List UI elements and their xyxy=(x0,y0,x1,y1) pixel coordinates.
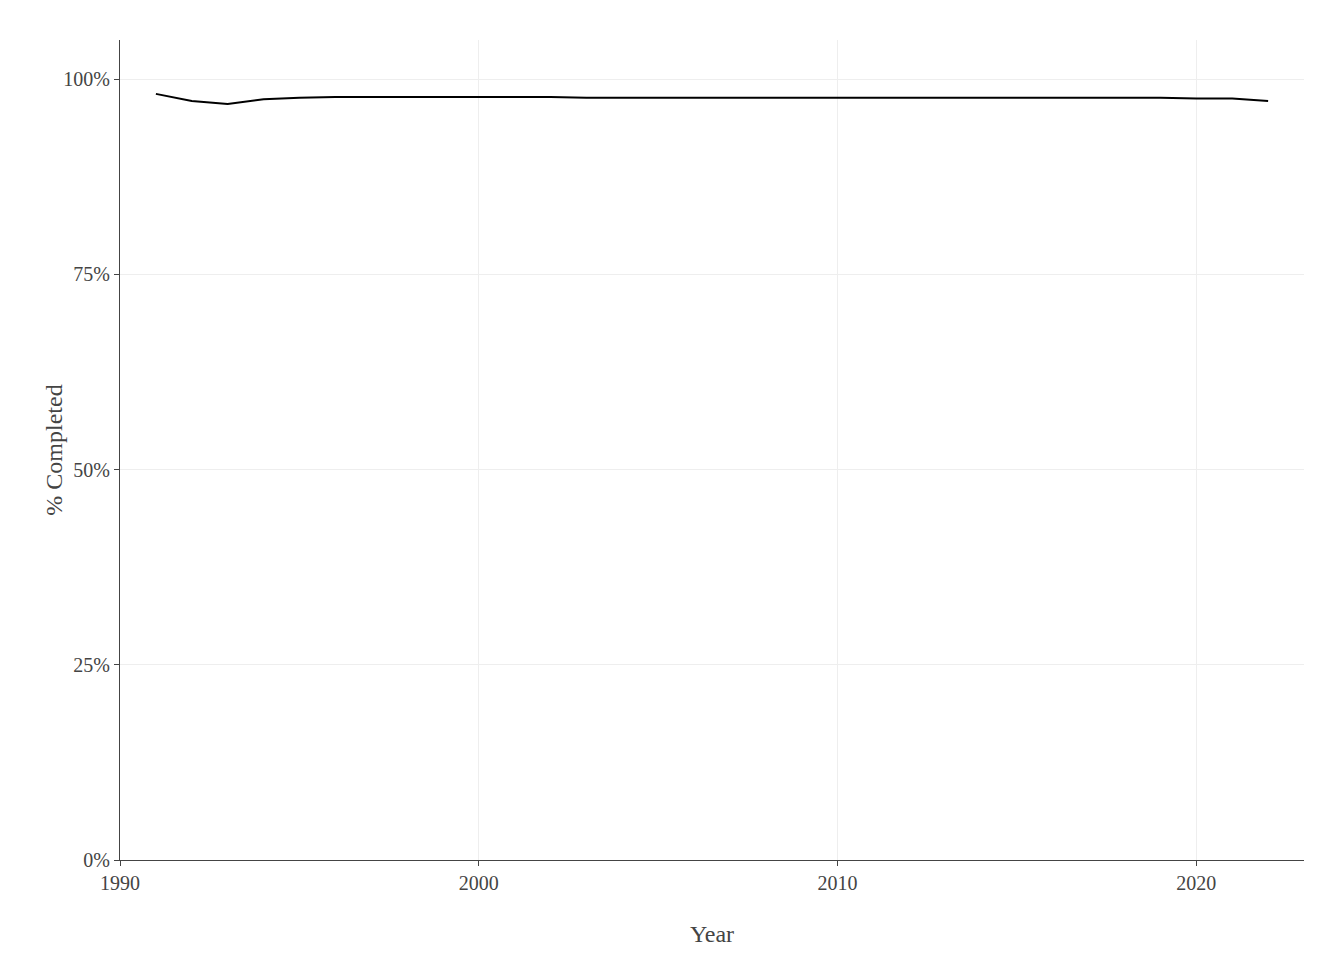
svg-text:25%: 25% xyxy=(73,654,110,676)
svg-text:0%: 0% xyxy=(83,849,110,871)
svg-text:2010: 2010 xyxy=(818,872,858,894)
svg-text:Year: Year xyxy=(690,921,734,947)
svg-text:50%: 50% xyxy=(73,459,110,481)
svg-text:2000: 2000 xyxy=(459,872,499,894)
svg-text:2020: 2020 xyxy=(1176,872,1216,894)
svg-text:% Completed: % Completed xyxy=(41,384,67,515)
svg-text:100%: 100% xyxy=(63,68,110,90)
svg-text:1990: 1990 xyxy=(100,872,140,894)
svg-text:75%: 75% xyxy=(73,263,110,285)
